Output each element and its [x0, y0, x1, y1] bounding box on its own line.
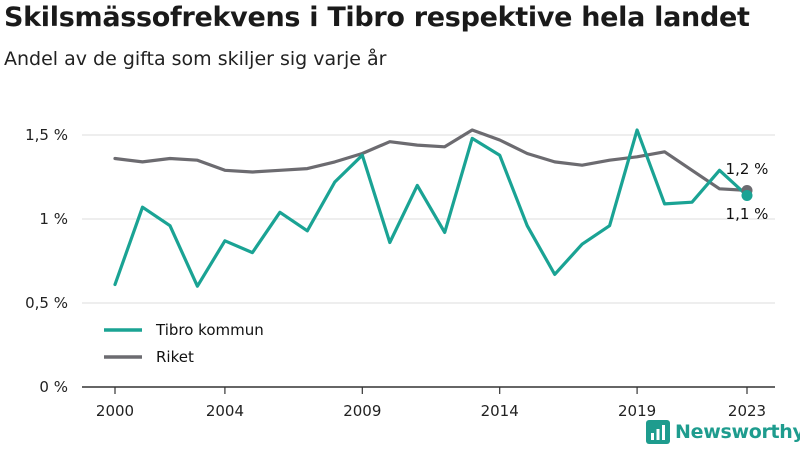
x-tick-label: 2004 [206, 402, 244, 420]
x-tick-label: 2009 [343, 402, 381, 420]
riket-series-line [113, 128, 749, 192]
newsworthy-logo: Newsworthy [645, 419, 800, 445]
y-tick-label: 1,5 % [25, 126, 68, 144]
y-tick-label: 0 % [39, 378, 68, 396]
chart-title: Skilsmässofrekvens i Tibro respektive he… [4, 2, 750, 33]
tibro-end-marker [741, 189, 753, 201]
x-tick-label: 2000 [96, 402, 134, 420]
x-tick-label: 2014 [481, 402, 519, 420]
x-tick-label: 2023 [728, 402, 766, 420]
legend-label-riket: Riket [156, 348, 194, 366]
y-tick-label: 0,5 % [25, 294, 68, 312]
x-tick-label: 2019 [618, 402, 656, 420]
chart-subtitle: Andel av de gifta som skiljer sig varje … [4, 48, 387, 70]
newsworthy-logo-icon [646, 420, 670, 444]
y-tick-label: 1 % [39, 210, 68, 228]
tibro-end-value-label: 1,1 % [726, 205, 769, 223]
legend-label-tibro: Tibro kommun [155, 321, 264, 339]
newsworthy-logo-text: Newsworthy [675, 421, 800, 443]
riket-end-value-label: 1,2 % [726, 160, 769, 178]
tibro-series-line [113, 128, 749, 288]
